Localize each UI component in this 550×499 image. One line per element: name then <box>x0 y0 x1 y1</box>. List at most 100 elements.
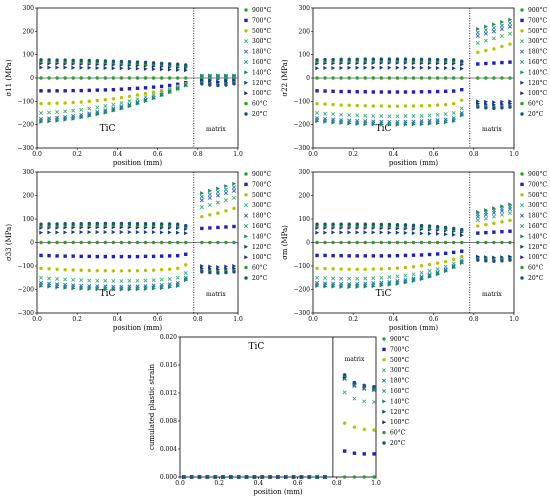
data-point <box>419 122 424 127</box>
legend-label: 120°C <box>252 80 271 87</box>
legend-label: 160°C <box>528 59 547 66</box>
data-point <box>216 211 220 215</box>
data-point <box>411 104 416 108</box>
data-point <box>371 90 375 94</box>
data-point <box>452 58 456 62</box>
data-point <box>362 383 366 387</box>
legend-marker <box>381 378 387 383</box>
data-point <box>363 57 367 61</box>
data-point <box>79 286 84 291</box>
data-point <box>508 105 512 109</box>
data-point <box>347 222 351 226</box>
data-point <box>355 65 360 70</box>
data-point <box>205 475 210 479</box>
data-point <box>427 268 432 273</box>
data-point <box>199 205 204 210</box>
data-point <box>63 109 68 114</box>
data-point <box>87 88 91 93</box>
data-point <box>379 254 384 258</box>
legend-label: 160°C <box>528 223 547 230</box>
data-point <box>87 99 91 104</box>
data-point <box>71 76 75 80</box>
data-point <box>39 58 43 62</box>
data-point <box>371 254 375 258</box>
x-tick-label: 0.8 <box>193 151 203 158</box>
data-point <box>184 278 188 283</box>
data-point <box>119 254 124 259</box>
y-axis-label: σm (MPa) <box>281 225 289 260</box>
data-point <box>443 57 448 62</box>
data-point <box>63 76 67 80</box>
data-point <box>371 240 375 245</box>
legend-label: 900°C <box>252 7 271 14</box>
data-point <box>323 76 327 80</box>
data-point <box>355 76 359 80</box>
x-tick-label: 0.8 <box>193 316 203 323</box>
legend-label: 180°C <box>252 49 271 56</box>
data-point <box>39 222 43 226</box>
data-point <box>184 240 188 245</box>
data-point <box>411 223 416 228</box>
series-180c <box>39 74 236 121</box>
data-point <box>363 267 367 271</box>
data-point <box>419 264 424 268</box>
data-point <box>331 284 336 289</box>
chart-panel-3: 0.0 0.2 0.4 0.6 0.8 1.0 300 200 100 0 −100 −200 −300… <box>5 169 271 332</box>
data-point <box>103 88 108 92</box>
data-point <box>87 268 91 273</box>
data-point <box>363 90 367 94</box>
data-point <box>484 230 488 235</box>
data-point <box>371 65 376 70</box>
data-point <box>347 276 352 281</box>
data-point <box>362 452 366 456</box>
data-point <box>362 427 366 432</box>
data-point <box>507 21 512 26</box>
data-point <box>252 475 257 479</box>
data-point <box>119 230 124 235</box>
data-point <box>176 230 180 235</box>
data-point <box>355 57 359 62</box>
data-point <box>71 108 76 113</box>
legend-marker <box>244 265 248 270</box>
data-point <box>475 40 480 46</box>
data-point <box>387 230 392 235</box>
region-label-tic: TiC <box>100 289 116 299</box>
y-tick-label: −200 <box>294 122 311 129</box>
y-tick-label: 100 <box>23 52 35 59</box>
legend-label: 100°C <box>528 90 547 97</box>
data-point <box>232 224 236 229</box>
data-point <box>315 475 319 479</box>
data-point <box>119 59 124 64</box>
data-point <box>184 252 188 256</box>
data-point <box>55 222 59 226</box>
data-point <box>232 270 236 274</box>
data-point <box>208 226 212 230</box>
data-point <box>339 253 343 258</box>
data-point <box>499 212 504 217</box>
data-point <box>95 105 100 110</box>
data-point <box>411 90 416 94</box>
data-point <box>231 185 236 190</box>
data-point <box>443 89 448 93</box>
data-point <box>87 106 92 111</box>
series-60c <box>182 373 376 479</box>
data-point <box>476 76 480 80</box>
data-point <box>284 475 288 479</box>
y-tick-label: −100 <box>294 98 311 105</box>
series-700c <box>182 449 376 479</box>
data-point <box>331 112 336 117</box>
data-point <box>79 100 83 104</box>
data-point <box>79 76 83 80</box>
data-point <box>500 76 504 80</box>
x-tick-label: 1.0 <box>509 316 519 323</box>
y-tick-label: 0 <box>30 240 34 247</box>
data-point <box>411 57 416 62</box>
data-point <box>435 252 440 256</box>
data-point <box>492 22 496 27</box>
legend-marker <box>520 18 524 23</box>
legend-marker <box>382 420 387 425</box>
y-tick-label: 200 <box>23 28 35 35</box>
data-point <box>229 475 233 479</box>
series-120c <box>39 65 237 84</box>
legend: 900°C 700°C 500°C 300°C 180°C 160°C 140°C 120°C… <box>243 171 271 282</box>
